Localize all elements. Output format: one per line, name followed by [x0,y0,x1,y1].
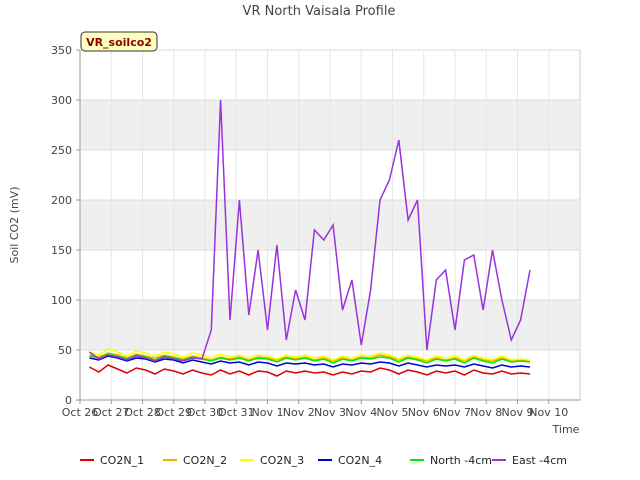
x-axis-label: Time [552,423,580,436]
x-tick-label: Oct 29 [155,406,192,419]
x-tick-label: Oct 26 [62,406,99,419]
legend-label: CO2N_2 [183,454,227,467]
x-tick-label: Nov 5 [377,406,409,419]
x-tick-label: Nov 10 [529,406,568,419]
x-tick-label: Oct 27 [93,406,130,419]
series-line-co2n-3 [89,348,531,361]
y-tick-label: 350 [51,44,72,57]
x-tick-label: Nov 7 [439,406,471,419]
x-tick-label: Nov 4 [345,406,377,419]
y-axis-label: Soil CO2 (mV) [8,187,21,264]
y-tick-label: 50 [58,344,72,357]
y-tick-label: 250 [51,144,72,157]
legend-label: CO2N_4 [338,454,382,467]
x-tick-label: Nov 1 [252,406,284,419]
series-line-co2n-4 [89,355,531,369]
legend-label: CO2N_3 [260,454,304,467]
x-tick-label: Oct 31 [218,406,255,419]
legend-label: East -4cm [512,454,567,467]
x-tick-label: Oct 28 [124,406,161,419]
x-tick-label: Nov 6 [408,406,440,419]
legend-label: North -4cm [430,454,492,467]
chart-title: VR North Vaisala Profile [243,4,396,19]
y-tick-label: 150 [51,244,72,257]
x-tick-label: Oct 30 [187,406,224,419]
legend-label: CO2N_1 [100,454,144,467]
y-tick-label: 200 [51,194,72,207]
y-tick-label: 0 [65,394,72,407]
x-tick-label: Nov 9 [502,406,534,419]
series-line-co2n-1 [89,364,531,377]
y-tick-label: 100 [51,294,72,307]
series-line-north-4cm [89,353,531,364]
x-tick-label: Nov 8 [470,406,502,419]
badge-box [80,31,158,52]
x-tick-label: Nov 2 [283,406,315,419]
badge-label: VR_soilco2 [86,36,152,49]
series-line-co2n-2 [89,352,531,362]
series-line-east-4cm [88,99,531,362]
y-tick-label: 300 [51,94,72,107]
x-tick-label: Nov 3 [314,406,346,419]
